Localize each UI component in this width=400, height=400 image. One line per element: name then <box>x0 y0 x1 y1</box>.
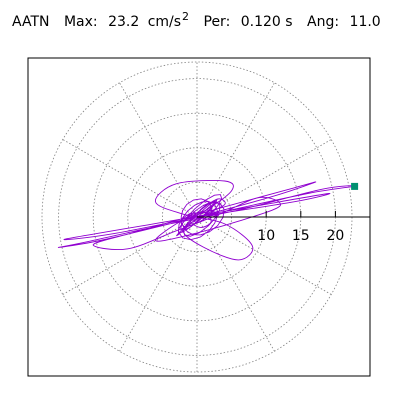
trace-path <box>58 180 358 261</box>
max-label: Max: <box>63 14 98 30</box>
peak-markers <box>351 182 359 190</box>
peak-marker <box>351 182 359 190</box>
radial-axis: 10 15 20 <box>197 211 370 244</box>
trace-core <box>176 194 225 241</box>
angle-value: 11.0 <box>349 14 381 30</box>
radial-tick-label: 20 <box>326 228 344 244</box>
period-value: 0.120 s <box>240 14 293 30</box>
period-label: Per: <box>203 14 231 30</box>
angle-label: Ang: <box>307 14 340 30</box>
radial-tick-label: 10 <box>257 228 275 244</box>
radial-tick-label: 15 <box>292 228 310 244</box>
trajectory-trace <box>58 180 358 261</box>
max-unit: cm/s <box>147 14 182 30</box>
station-code: AATN <box>12 14 50 30</box>
max-value: 23.2 <box>108 14 140 30</box>
max-unit-exponent: 2 <box>182 10 190 23</box>
header-readout: AATN Max: 23.2 cm/s2 Per: 0.120 s Ang: 1… <box>12 10 381 36</box>
